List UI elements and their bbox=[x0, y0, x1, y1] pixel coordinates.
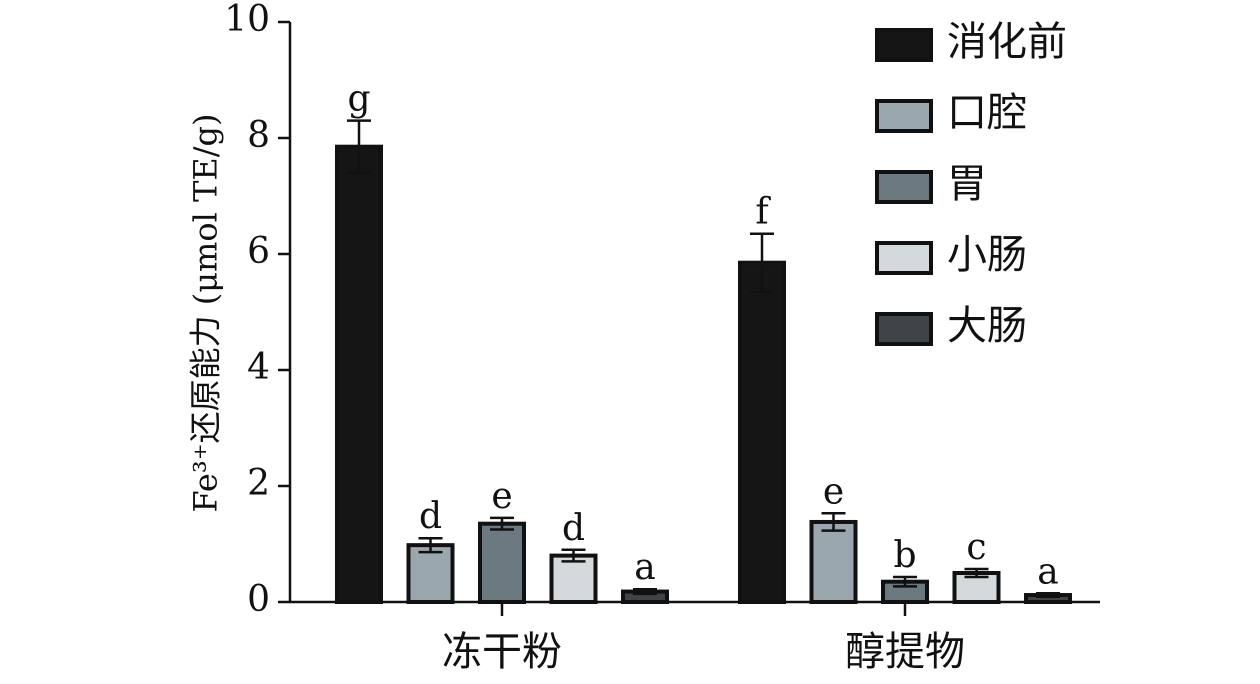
bar bbox=[738, 260, 786, 604]
y-tick-label: 4 bbox=[247, 347, 270, 388]
significance-label: e bbox=[823, 471, 844, 512]
y-tick-label: 6 bbox=[247, 231, 270, 272]
bars: g d e d a f e b c a bbox=[335, 79, 1072, 605]
legend-swatch bbox=[875, 99, 933, 133]
legend-label: 胃 bbox=[947, 161, 987, 207]
y-tick-label: 10 bbox=[224, 0, 270, 40]
bar bbox=[406, 543, 455, 604]
x-axis: 冻干粉 醇提物 bbox=[290, 600, 1100, 675]
y-tick-label: 0 bbox=[247, 579, 270, 620]
y-axis-label: Fe³⁺还原能力 (μmol TE/g) bbox=[187, 113, 225, 512]
bar bbox=[478, 521, 526, 605]
significance-label: b bbox=[893, 535, 916, 576]
legend-label: 口腔 bbox=[947, 90, 1027, 136]
legend-swatch bbox=[875, 28, 933, 62]
legend-swatch bbox=[875, 170, 933, 204]
y-tick-label: 8 bbox=[247, 115, 270, 156]
legend-label: 大肠 bbox=[947, 303, 1027, 349]
x-category-label: 冻干粉 bbox=[442, 629, 562, 675]
y-tick-label: 2 bbox=[247, 463, 270, 504]
significance-label: d bbox=[562, 508, 585, 549]
legend-label: 小肠 bbox=[947, 232, 1027, 278]
significance-label: e bbox=[491, 476, 512, 517]
significance-label: c bbox=[966, 527, 986, 568]
bar bbox=[335, 144, 383, 604]
significance-label: f bbox=[755, 192, 771, 233]
significance-label: a bbox=[1037, 551, 1058, 592]
significance-label: a bbox=[634, 547, 655, 588]
x-category-label: 醇提物 bbox=[845, 629, 965, 675]
legend-label: 消化前 bbox=[947, 19, 1067, 65]
legend-swatch bbox=[875, 312, 933, 346]
legend-swatch bbox=[875, 241, 933, 275]
significance-label: d bbox=[419, 496, 442, 537]
bar bbox=[809, 519, 858, 605]
y-axis: 0 2 4 6 8 10 bbox=[224, 0, 292, 620]
significance-label: g bbox=[347, 79, 370, 120]
